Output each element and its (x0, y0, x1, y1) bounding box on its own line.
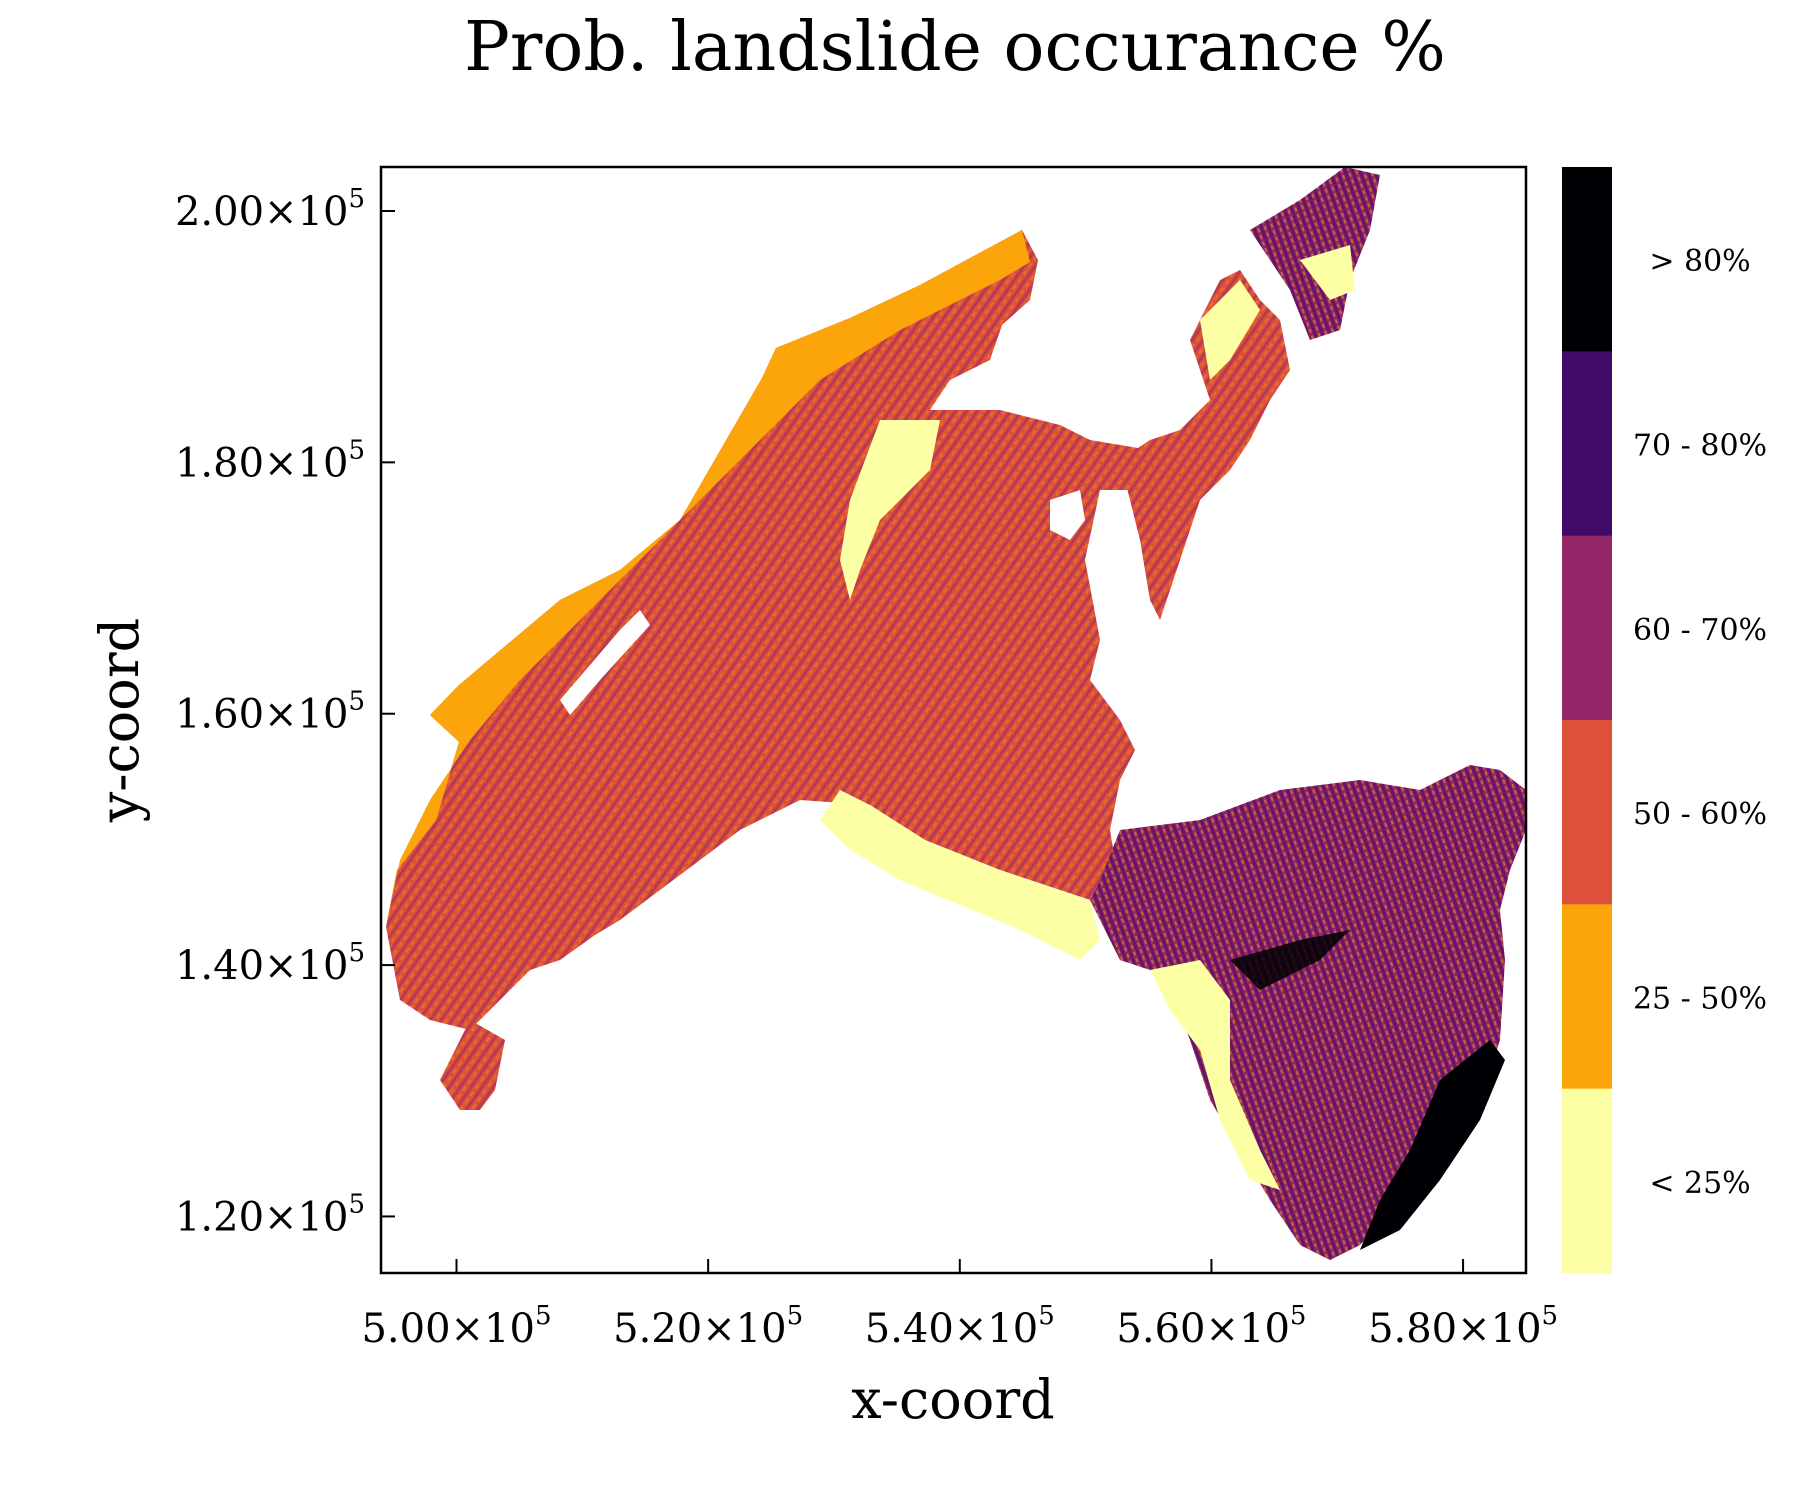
y-tick-label: 1.20×105 (175, 1189, 365, 1240)
map-region-alps (1090, 765, 1526, 1260)
legend-swatch (1562, 167, 1612, 352)
x-tick-label: 5.00×105 (361, 1301, 551, 1352)
x-tick-label: 5.20×105 (613, 1301, 803, 1352)
y-tick-label: 1.80×105 (175, 435, 365, 486)
chart-title: Prob. landslide occurance % (464, 8, 1446, 87)
legend-label: 50 - 60% (1633, 797, 1767, 832)
legend: > 80% 70 - 80% 60 - 70% 50 - 60% 25 - 50% < 2… (1562, 167, 1767, 1274)
legend-swatch (1562, 536, 1612, 721)
legend-swatch (1562, 351, 1612, 536)
map-region-southwest (440, 1020, 505, 1110)
legend-swatch (1562, 720, 1612, 905)
y-tick-label: 1.40×105 (175, 938, 365, 989)
legend-label: > 80% (1649, 244, 1750, 279)
legend-swatch (1562, 1089, 1612, 1274)
legend-label: < 25% (1649, 1166, 1750, 1201)
legend-label: 70 - 80% (1633, 429, 1767, 464)
x-axis-label: x-coord (851, 1368, 1054, 1431)
y-axis-label: y-coord (88, 618, 151, 823)
legend-label: 60 - 70% (1633, 613, 1767, 648)
y-axis: 1.20×105 1.40×105 1.60×105 1.80×105 2.00×105 (175, 184, 395, 1240)
x-tick-label: 5.40×105 (865, 1301, 1055, 1352)
legend-swatch (1562, 904, 1612, 1089)
landslide-probability-map (386, 167, 1526, 1260)
x-tick-label: 5.80×105 (1368, 1301, 1558, 1352)
legend-label: 25 - 50% (1633, 982, 1767, 1017)
x-tick-label: 5.60×105 (1116, 1301, 1306, 1352)
y-tick-label: 1.60×105 (175, 687, 365, 738)
y-tick-label: 2.00×105 (175, 184, 365, 235)
